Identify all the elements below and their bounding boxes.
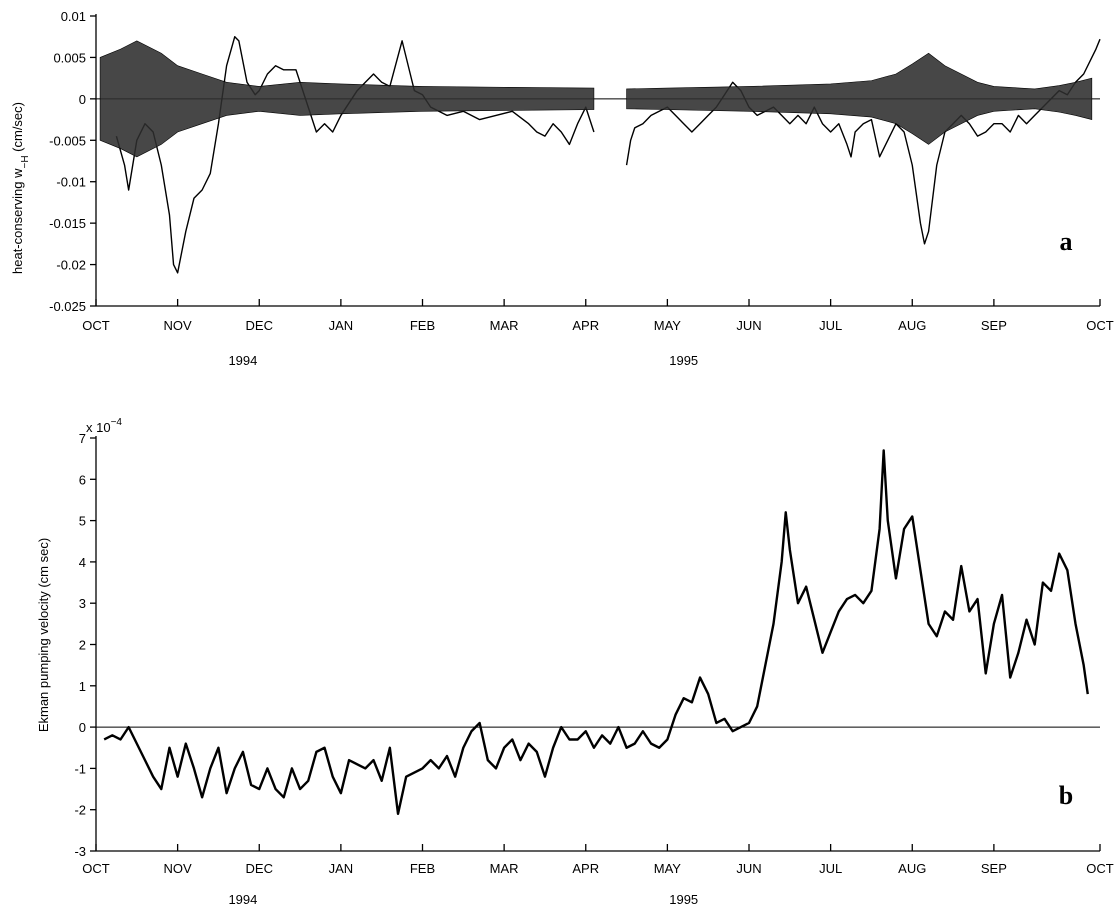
panel-a-y-label-sub: −H [20,155,31,168]
panel-b-month-label: DEC [246,861,273,876]
panel-b-year-label: 1994 [228,892,257,907]
panel-b-month-label: NOV [164,861,193,876]
panel-a-year-label: 1994 [228,353,257,368]
panel-b-month-label: MAR [490,861,519,876]
panel-a-y-axis-label: heat-conserving w−H (cm/sec) [10,102,31,274]
panel-a-month-label: OCT [1086,318,1114,333]
panel-b-y-tick-label: 0 [79,720,86,735]
panel-b: 7 6 5 4 3 2 1 0 -1 -2 -3 OCT NOV DEC JAN FEB MAR APR MAY J… [36,417,1114,907]
panel-b-month-label: JUN [736,861,761,876]
panel-b-y-exponent-base: x 10 [86,420,111,435]
panel-a-y-label-main: heat-conserving w [10,168,25,274]
panel-a-envelope-band [626,52,1093,145]
panel-b-y-tick-label: 1 [79,679,86,694]
panel-b-y-tick-label: 6 [79,472,86,487]
panel-b-y-ticks: 7 6 5 4 3 2 1 0 -1 -2 -3 [74,431,96,859]
panel-b-x-ticks: OCT NOV DEC JAN FEB MAR APR MAY JUN JUL AUG SEP OCT 1… [82,844,1114,907]
panel-a-y-tick-label: -0.01 [56,175,86,190]
panel-a-month-label: MAY [654,318,682,333]
panel-a-month-label: OCT [82,318,110,333]
panel-b-month-label: APR [572,861,599,876]
panel-a-y-tick-label: -0.025 [49,299,86,314]
panel-a-y-tick-label: 0.01 [61,9,86,24]
panel-a-y-ticks: 0.01 0.005 0 -0.005 -0.01 -0.015 -0.02 -0.025 [49,9,96,314]
panel-a-y-tick-label: -0.005 [49,133,86,148]
panel-a-month-label: APR [572,318,599,333]
panel-a-envelope-band [99,40,595,158]
panel-a-y-tick-label: -0.02 [56,258,86,273]
panel-a-month-label: MAR [490,318,519,333]
panel-b-y-exponent-power: −4 [111,417,123,428]
panel-a-month-label: JUN [736,318,761,333]
panel-a-series-line [115,36,595,274]
panel-b-y-tick-label: 4 [79,555,86,570]
panel-a-month-label: DEC [246,318,273,333]
panel-a-month-label: AUG [898,318,926,333]
panel-b-month-label: OCT [82,861,110,876]
panel-b-y-tick-label: 5 [79,514,86,529]
panel-a-y-label-unit: (cm/sec) [10,102,25,155]
panel-b-y-tick-label: -1 [74,761,86,776]
panel-b-letter: b [1059,781,1073,810]
panel-a-month-label: JUL [819,318,842,333]
panel-b-month-label: JUL [819,861,842,876]
panel-a-letter: a [1060,227,1073,256]
panel-b-month-label: JAN [329,861,354,876]
panel-a-series-line [625,38,1101,245]
panel-b-month-label: SEP [981,861,1007,876]
panel-b-month-label: MAY [654,861,682,876]
panel-a-month-label: NOV [164,318,193,333]
panel-b-y-exponent: x 10−4 [86,417,122,435]
panel-b-y-tick-label: -2 [74,803,86,818]
panel-a-year-label: 1995 [669,353,698,368]
panel-b-plot-area [95,436,1100,852]
panel-a-x-ticks: OCT NOV DEC JAN FEB MAR APR MAY JUN JUL AUG SEP OCT 1… [82,299,1114,368]
panel-a-y-tick-label: 0 [79,92,86,107]
panel-b-month-label: FEB [410,861,435,876]
panel-b-y-tick-label: 2 [79,638,86,653]
panel-a-month-label: FEB [410,318,435,333]
panel-a-month-label: SEP [981,318,1007,333]
panel-a: 0.01 0.005 0 -0.005 -0.01 -0.015 -0.02 -0.025 O… [10,9,1114,368]
panel-b-year-label: 1995 [669,892,698,907]
panel-a-month-label: JAN [329,318,354,333]
panel-a-plot-area [95,14,1101,307]
panel-b-series-line [103,449,1089,816]
panel-b-y-tick-label: -3 [74,844,86,859]
panel-b-month-label: OCT [1086,861,1114,876]
panel-b-y-axis-label: Ekman pumping velocity (cm sec) [36,538,51,732]
panel-a-y-tick-label: -0.015 [49,216,86,231]
panel-a-y-tick-label: 0.005 [53,50,86,65]
panel-b-y-tick-label: 7 [79,431,86,446]
panel-b-y-tick-label: 3 [79,596,86,611]
panel-b-month-label: AUG [898,861,926,876]
